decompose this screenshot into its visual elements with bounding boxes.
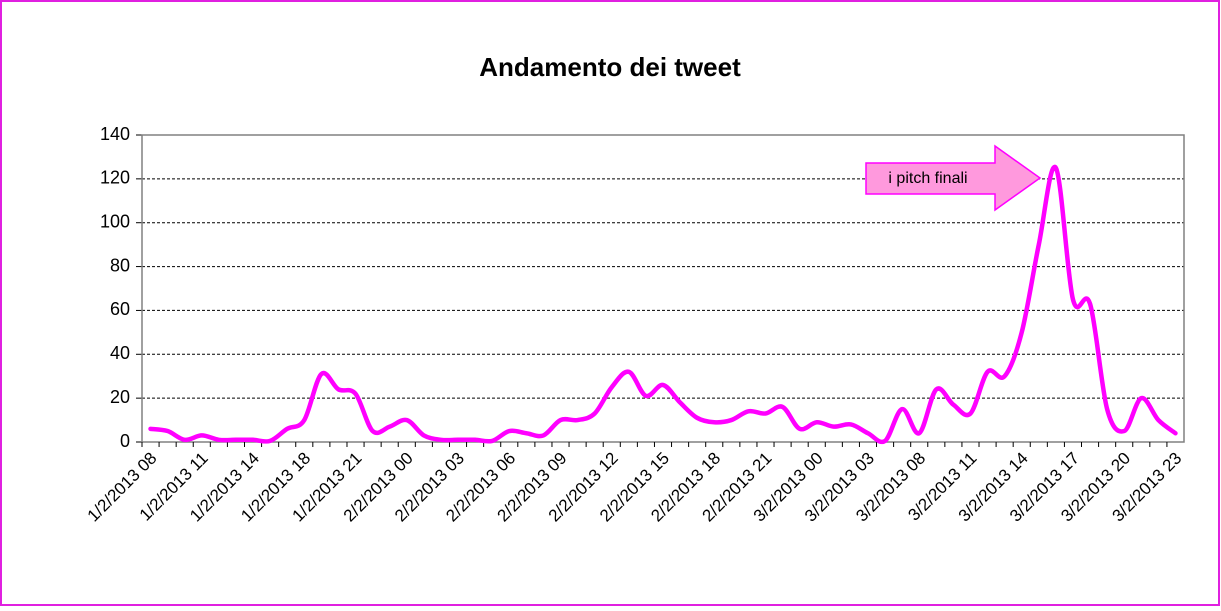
y-tick-label: 100 — [100, 211, 130, 231]
annotation-arrow — [865, 144, 1042, 212]
y-tick-label: 60 — [110, 299, 130, 319]
y-tick-label: 140 — [100, 124, 130, 144]
y-tick-label: 80 — [110, 255, 130, 275]
y-tick-label: 0 — [120, 431, 130, 451]
annotation: i pitch finali — [865, 144, 1042, 212]
y-tick-label: 120 — [100, 168, 130, 188]
y-tick-label: 20 — [110, 387, 130, 407]
chart-title: Andamento dei tweet — [479, 52, 741, 82]
plot-frame — [141, 134, 1185, 443]
annotation-text: i pitch finali — [888, 170, 967, 187]
data-line — [148, 164, 1178, 445]
y-tick-label: 40 — [110, 343, 130, 363]
